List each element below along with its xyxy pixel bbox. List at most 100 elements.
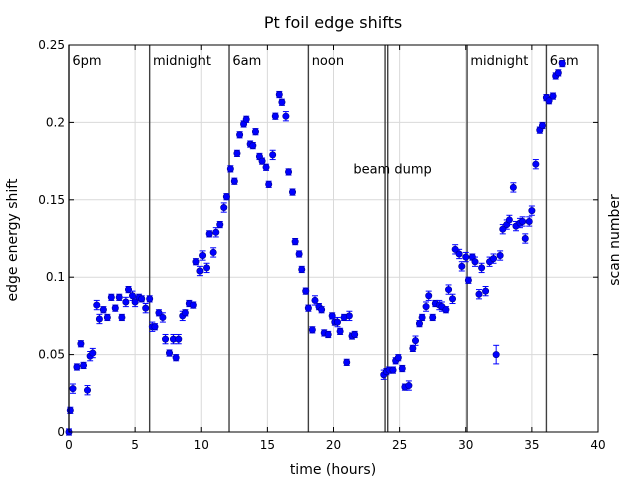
y-axis-label: edge energy shift [5, 178, 21, 301]
point-marker [271, 112, 279, 120]
data-point [230, 177, 238, 185]
data-point [275, 90, 283, 99]
point-marker [478, 264, 486, 272]
point-marker [205, 230, 213, 238]
point-marker [445, 286, 453, 294]
time-of-day-labels: 6pmmidnight6amnoonmidnight6am [72, 54, 578, 69]
data-point [490, 253, 498, 264]
data-point [203, 262, 211, 274]
point-marker [482, 287, 490, 295]
y-tick-label: 0 [57, 425, 65, 439]
data-point [166, 349, 174, 357]
data-point [528, 205, 536, 216]
point-marker [262, 163, 270, 171]
data-point [162, 333, 170, 345]
data-point [196, 265, 204, 277]
point-marker [505, 216, 513, 224]
data-points [65, 59, 566, 436]
data-point [519, 216, 527, 227]
point-marker [409, 344, 417, 352]
data-point [111, 304, 119, 312]
grid [68, 44, 599, 433]
data-point [175, 333, 183, 345]
data-point [482, 285, 490, 297]
data-point [269, 149, 277, 161]
beam-dump-annotation: beam dump [353, 162, 431, 177]
point-marker [138, 295, 146, 303]
point-marker [220, 204, 228, 212]
data-point [233, 149, 241, 157]
data-point [118, 313, 126, 322]
point-marker [343, 358, 351, 366]
point-marker [328, 312, 336, 320]
data-point [181, 309, 189, 317]
point-marker [525, 217, 533, 225]
data-point [205, 230, 213, 238]
point-marker [80, 361, 88, 369]
point-marker [209, 248, 217, 256]
point-marker [318, 306, 326, 314]
time-of-day-label: 6pm [72, 54, 101, 69]
data-point [532, 159, 540, 170]
data-point [538, 121, 546, 130]
data-point [505, 214, 513, 226]
data-point [285, 168, 293, 176]
data-point [389, 366, 397, 374]
point-marker [521, 235, 529, 243]
point-marker [295, 250, 303, 258]
data-point [138, 295, 146, 303]
point-marker [236, 131, 244, 139]
x-tick-label: 20 [326, 438, 341, 452]
point-marker [203, 264, 211, 272]
x-tick-label: 10 [194, 438, 209, 452]
point-marker [230, 177, 238, 185]
data-point [398, 364, 406, 373]
point-marker [73, 363, 81, 371]
point-marker [308, 326, 316, 334]
data-point [302, 287, 310, 295]
data-point [333, 316, 341, 328]
data-point [251, 128, 259, 136]
point-marker [162, 335, 170, 343]
data-point [455, 248, 463, 260]
data-point [449, 293, 457, 305]
x-tick-label: 35 [524, 438, 539, 452]
point-marker [111, 304, 119, 312]
point-marker [95, 315, 103, 323]
data-point [499, 224, 507, 235]
data-point [66, 406, 74, 414]
data-point [146, 295, 154, 303]
data-point [89, 347, 97, 359]
point-marker [93, 301, 101, 309]
point-marker [175, 335, 183, 343]
point-marker [418, 313, 426, 321]
data-point [262, 163, 270, 171]
data-point [478, 262, 486, 274]
data-point [271, 112, 279, 120]
data-point [192, 258, 200, 266]
data-point [442, 306, 450, 314]
point-marker [411, 337, 419, 345]
y-tick-label: 0.25 [38, 38, 65, 52]
point-marker [146, 295, 154, 303]
point-marker [77, 340, 85, 348]
point-marker [222, 193, 230, 201]
x-axis-label: time (hours) [290, 462, 376, 478]
point-marker [324, 330, 332, 338]
point-marker [189, 301, 197, 309]
point-marker [398, 365, 406, 373]
point-marker [415, 320, 423, 328]
data-point [462, 251, 470, 263]
point-marker [159, 313, 167, 321]
data-point [216, 220, 224, 229]
data-point [318, 306, 326, 314]
x-tick-label: 40 [590, 438, 605, 452]
y-tick-label: 0.1 [46, 270, 65, 284]
data-point [411, 335, 419, 346]
point-marker [69, 385, 77, 393]
data-point [343, 358, 351, 366]
x-tick-label: 25 [392, 438, 407, 452]
data-point [464, 276, 472, 284]
data-point [249, 142, 257, 150]
point-marker [122, 298, 130, 306]
